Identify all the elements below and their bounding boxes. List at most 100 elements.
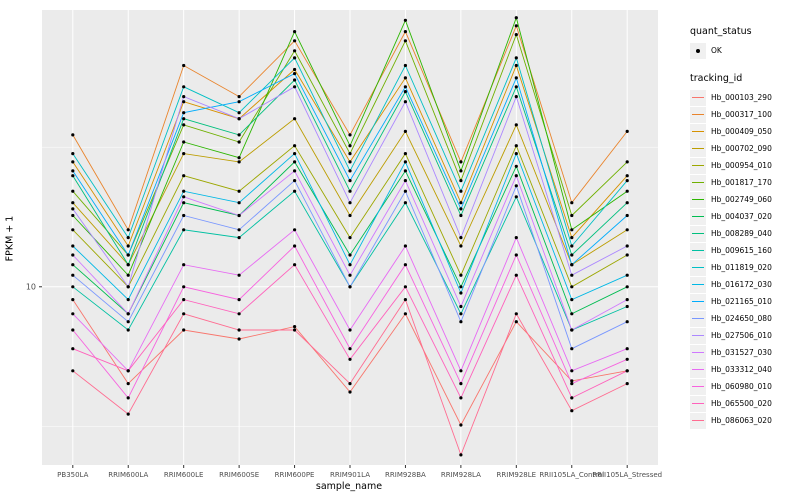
line-key-icon	[692, 300, 704, 303]
point-icon	[696, 48, 700, 53]
data-point	[459, 169, 463, 173]
data-point	[570, 228, 574, 232]
data-point	[514, 85, 518, 89]
data-point	[348, 328, 352, 332]
data-point	[570, 396, 574, 400]
x-tick-label: RRII105LA_Control	[539, 471, 604, 479]
series-key	[690, 208, 706, 225]
data-point	[570, 379, 574, 383]
data-point	[514, 174, 518, 178]
series-key	[690, 140, 706, 157]
data-point	[403, 129, 407, 133]
data-point	[293, 30, 297, 34]
data-point	[182, 100, 186, 104]
x-tick-label: RRII105LA_Stressed	[592, 471, 662, 479]
legend-item: Hb_065500_020	[690, 395, 798, 412]
data-point	[126, 228, 130, 232]
series-key	[690, 276, 706, 293]
data-point	[570, 347, 574, 351]
data-point	[459, 423, 463, 427]
data-point	[459, 189, 463, 193]
series-key	[690, 242, 706, 259]
legend-item: Hb_027506_010	[690, 327, 798, 344]
x-tick-label: RRIM600LE	[164, 471, 204, 479]
data-point	[570, 244, 574, 248]
data-point	[348, 236, 352, 240]
data-point	[348, 347, 352, 351]
line-key-icon	[692, 266, 704, 269]
data-point	[182, 189, 186, 193]
data-point	[71, 152, 75, 156]
data-point	[71, 133, 75, 137]
data-point	[182, 285, 186, 289]
x-tick-label: RRIM928LA	[441, 471, 481, 479]
line-key-icon	[692, 113, 704, 116]
data-point	[348, 201, 352, 205]
legend-item: Hb_000103_290	[690, 89, 798, 106]
legend-item-label: Hb_000103_290	[711, 93, 772, 102]
data-point	[237, 160, 241, 164]
legend-item-label: Hb_031527_030	[711, 348, 772, 357]
data-point	[237, 228, 241, 232]
data-point	[348, 169, 352, 173]
data-point	[459, 201, 463, 205]
data-point	[403, 285, 407, 289]
data-point	[570, 201, 574, 205]
data-point	[625, 347, 629, 351]
data-point	[403, 298, 407, 302]
legend-item: Hb_000702_090	[690, 140, 798, 157]
data-point	[293, 328, 297, 332]
data-point	[514, 312, 518, 316]
data-point	[126, 253, 130, 257]
data-point	[237, 189, 241, 193]
data-point	[625, 244, 629, 248]
data-point	[71, 253, 75, 257]
data-point	[237, 133, 241, 137]
legend-item-label: Hb_004037_020	[711, 212, 772, 221]
data-point	[459, 382, 463, 386]
data-point	[71, 285, 75, 289]
legend-item-label: Hb_086063_020	[711, 416, 772, 425]
series-key	[690, 259, 706, 276]
data-point	[237, 140, 241, 144]
series-key	[690, 89, 706, 106]
tracking-id-items: Hb_000103_290 Hb_000317_100 Hb_000409_050 H…	[690, 89, 798, 429]
data-point	[126, 298, 130, 302]
data-point	[459, 285, 463, 289]
data-point	[459, 179, 463, 183]
legend-item-label: Hb_024650_080	[711, 314, 772, 323]
data-point	[403, 201, 407, 205]
data-point	[459, 453, 463, 457]
data-point	[625, 273, 629, 277]
data-point	[71, 213, 75, 218]
data-point	[625, 213, 629, 218]
data-point	[625, 160, 629, 164]
data-point	[459, 244, 463, 248]
data-point	[514, 273, 518, 277]
legend-item: Hb_060980_010	[690, 378, 798, 395]
legend-item: Hb_021165_010	[690, 293, 798, 310]
data-point	[570, 263, 574, 267]
data-point	[293, 152, 297, 156]
data-point	[625, 369, 629, 373]
legend-item-label: Hb_002749_060	[711, 195, 772, 204]
data-point	[182, 228, 186, 232]
data-point	[182, 328, 186, 332]
line-key-icon	[692, 351, 704, 354]
legend-item: Hb_033312_040	[690, 361, 798, 378]
data-point	[459, 213, 463, 218]
data-point	[348, 189, 352, 193]
legend-item: Hb_086063_020	[690, 412, 798, 429]
data-point	[348, 179, 352, 183]
data-point	[293, 144, 297, 148]
series-key	[690, 123, 706, 140]
line-key-icon	[692, 96, 704, 99]
line-key-icon	[692, 130, 704, 133]
line-key-icon	[692, 249, 704, 252]
series-key	[690, 378, 706, 395]
data-point	[570, 298, 574, 302]
data-point	[237, 337, 241, 341]
data-point	[237, 298, 241, 302]
legend-spacer	[690, 59, 798, 73]
series-key	[690, 327, 706, 344]
